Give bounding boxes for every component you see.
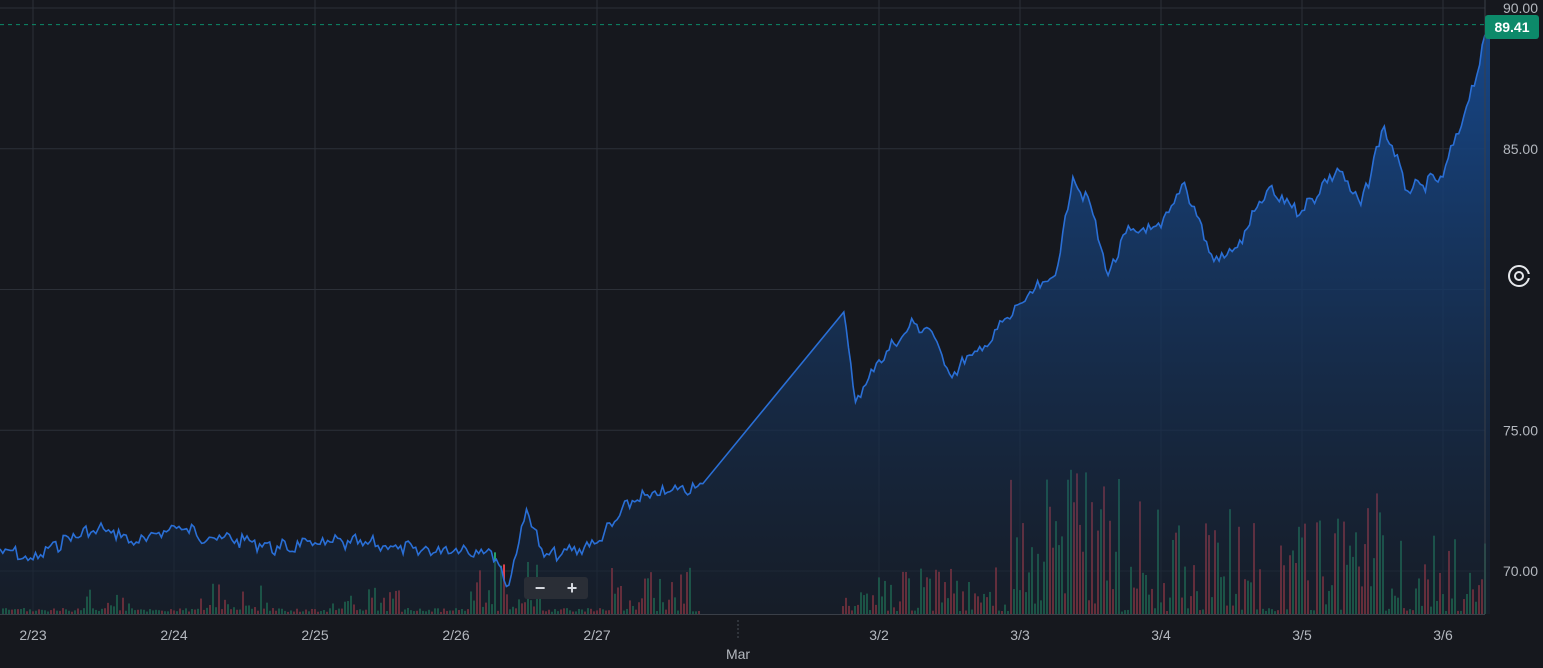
x-tick-label: Mar (726, 646, 750, 662)
x-tick-label: 3/3 (1010, 627, 1030, 643)
x-tick-label: 3/4 (1151, 627, 1171, 643)
y-tick-label: 85.00 (1503, 141, 1538, 157)
x-tick-label: 2/23 (19, 627, 46, 643)
price-area (0, 24, 1490, 614)
zoom-out-button[interactable]: − (534, 578, 546, 598)
price-area-fill (0, 24, 1490, 614)
price-series-line (0, 24, 1491, 588)
x-tick-label: 3/2 (869, 627, 889, 643)
x-tick-label: 2/26 (442, 627, 469, 643)
zoom-in-button[interactable]: + (566, 578, 578, 598)
x-tick-label: 2/27 (583, 627, 610, 643)
target-icon (1507, 265, 1530, 287)
zoom-control[interactable]: − + (524, 577, 588, 599)
x-tick-label: 2/24 (160, 627, 187, 643)
scroll-to-realtime-button[interactable] (1494, 257, 1543, 295)
y-tick-label: 70.00 (1503, 563, 1538, 579)
price-line (0, 24, 1491, 588)
x-tick-label: 2/25 (301, 627, 328, 643)
y-tick-label: 90.00 (1503, 0, 1538, 16)
x-tick-label: 3/6 (1433, 627, 1453, 643)
x-tick-label: 3/5 (1292, 627, 1312, 643)
last-price-badge: 89.41 (1485, 15, 1539, 39)
y-tick-label: 75.00 (1503, 422, 1538, 438)
